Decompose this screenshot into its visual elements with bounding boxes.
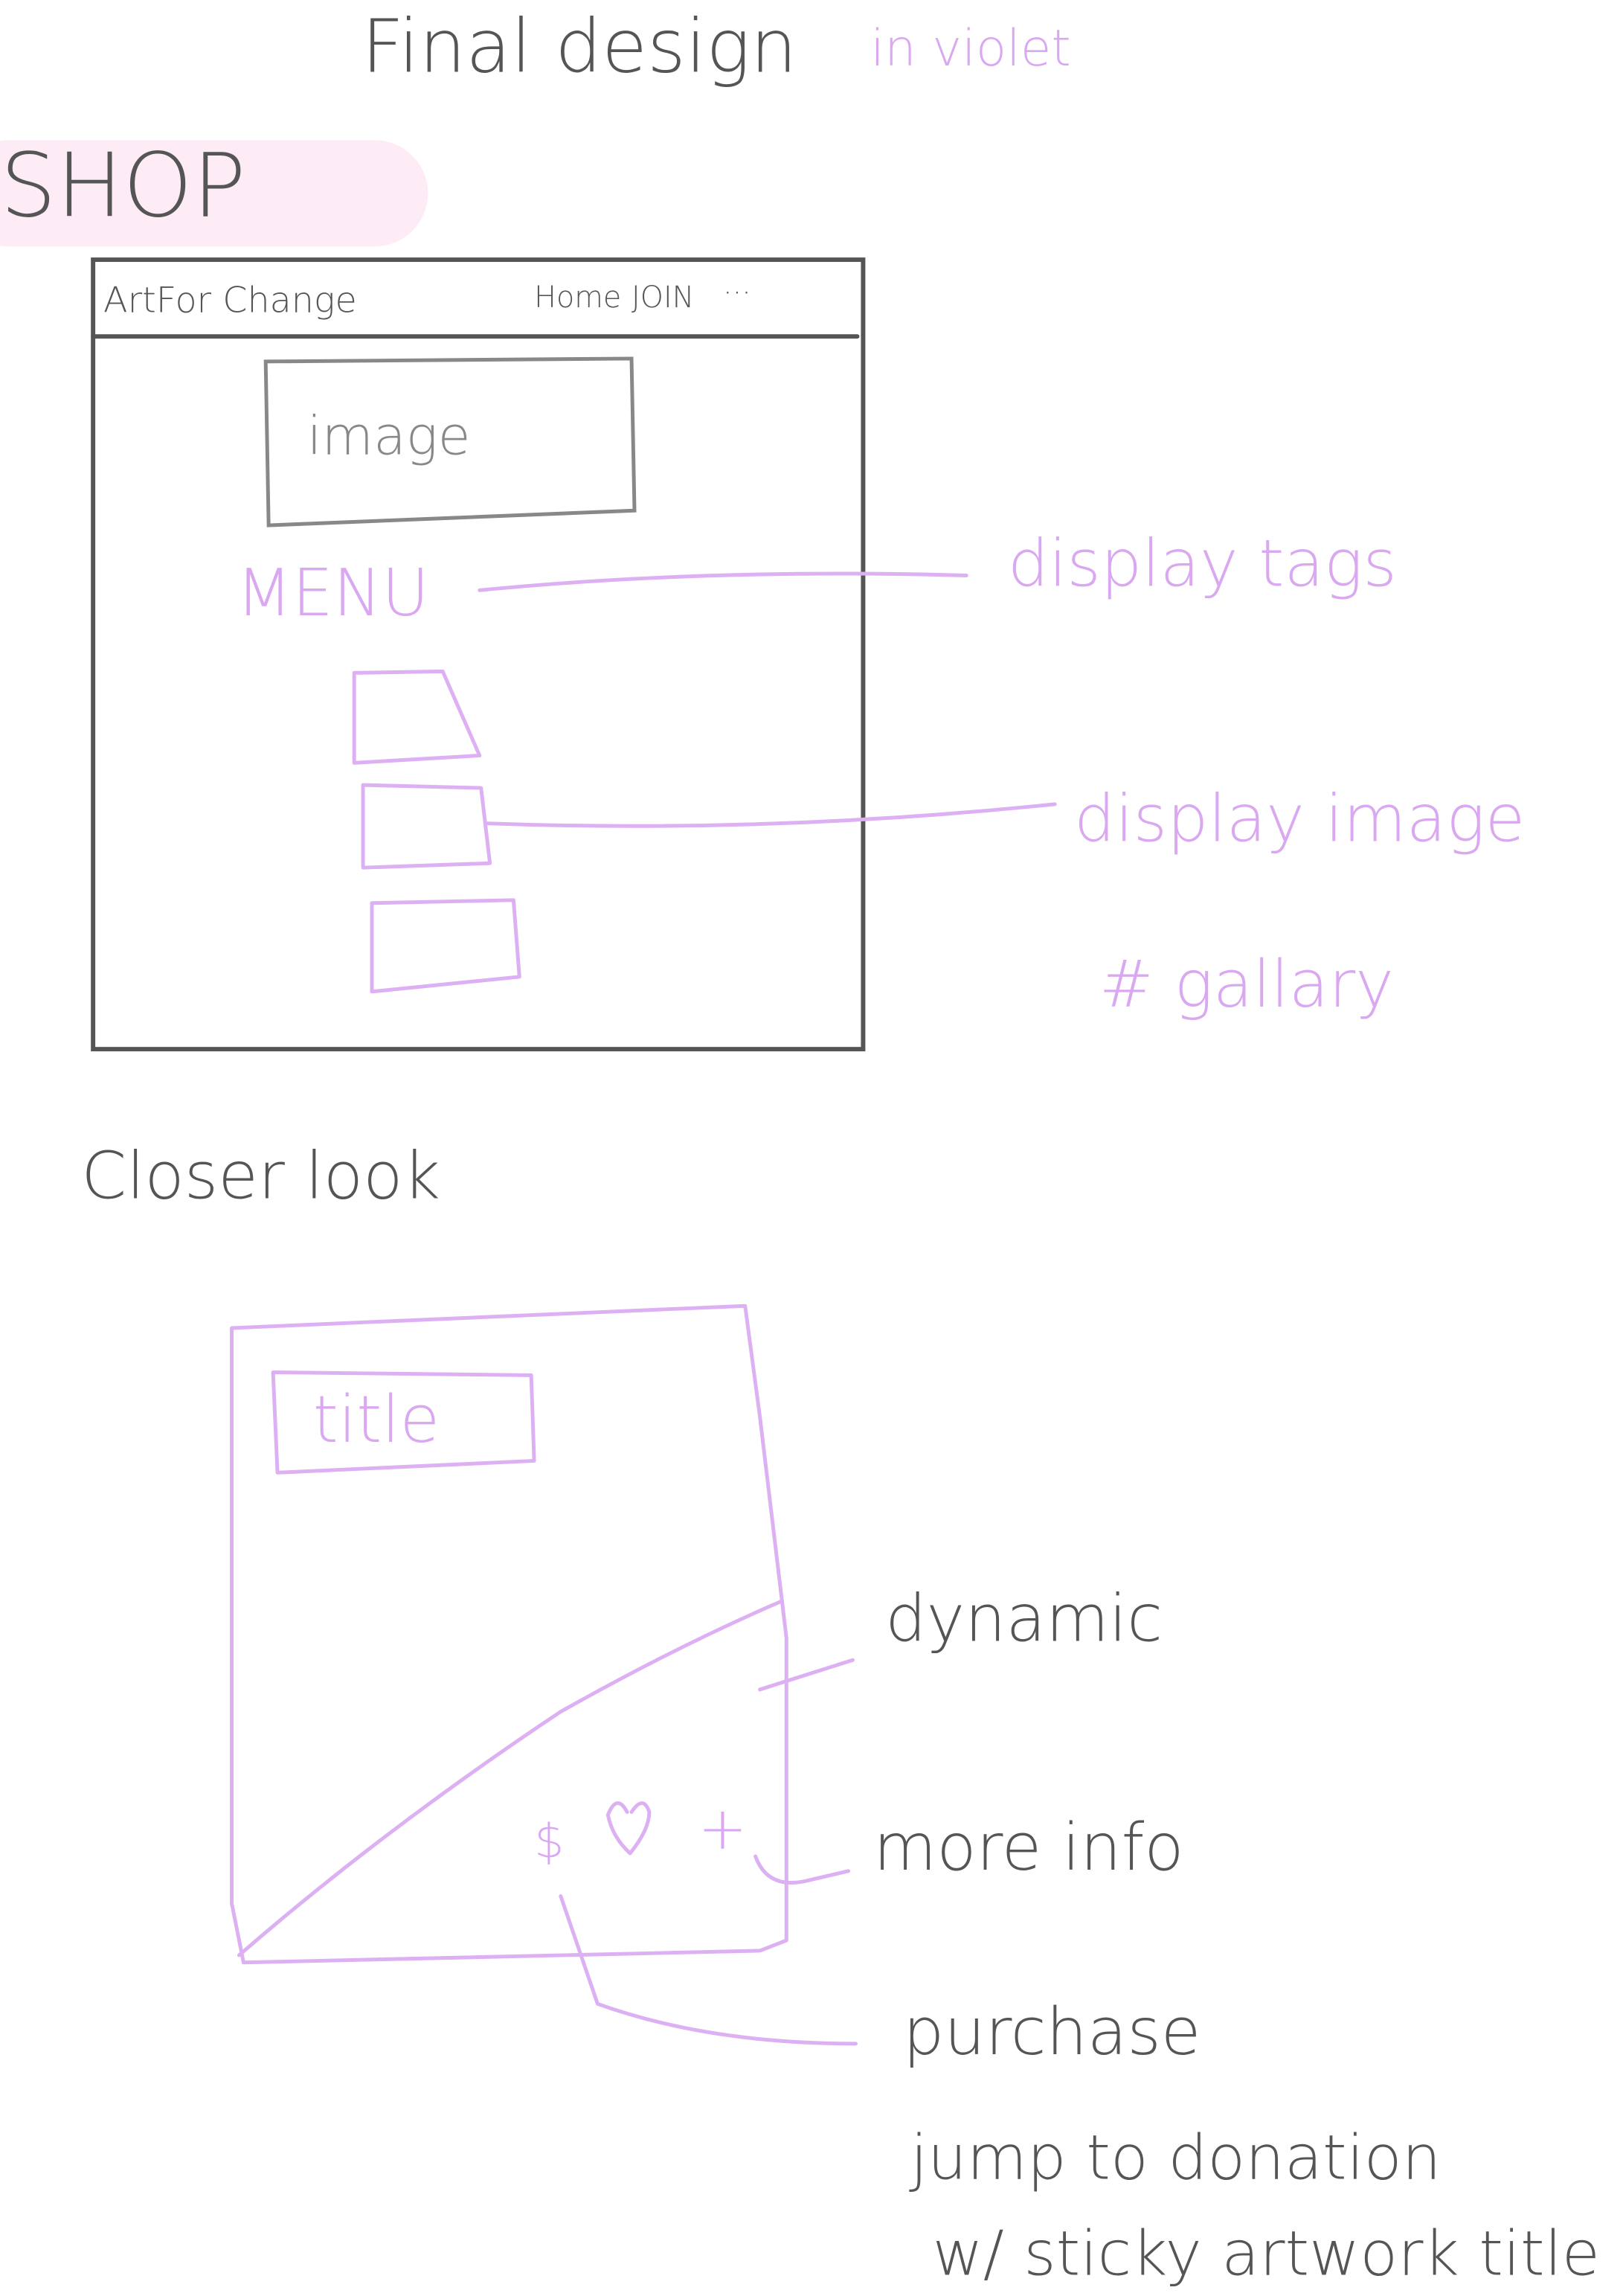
connector xyxy=(758,1658,855,1692)
note: dynamic xyxy=(885,1581,1163,1657)
note: jump to donation xyxy=(909,2122,1442,2194)
title-box xyxy=(271,1370,536,1475)
menu-label: MENU xyxy=(237,555,430,631)
card-title: title xyxy=(313,1382,440,1458)
gallery-item xyxy=(370,898,521,994)
connector xyxy=(753,1854,851,1885)
annotation: display tags xyxy=(1008,526,1397,602)
note: more info xyxy=(873,1809,1183,1885)
gallery-item xyxy=(361,783,492,870)
image-placeholder xyxy=(263,356,637,527)
browser-frame xyxy=(91,257,866,1052)
annotation: display image xyxy=(1074,781,1525,857)
icon-heart xyxy=(605,1801,652,1856)
connector xyxy=(485,802,1057,828)
section-highlight xyxy=(0,140,428,247)
icon-more: + xyxy=(698,1794,747,1863)
icon-purchase: $ xyxy=(534,1814,564,1869)
nav-item: Home xyxy=(534,280,621,315)
section-label: SHOP xyxy=(0,135,245,238)
brand: ArtFor Change xyxy=(103,280,357,321)
nav-item: JOIN xyxy=(631,280,694,315)
image-label: image xyxy=(307,405,471,467)
page-title: Final design xyxy=(361,4,797,90)
page-note: in violet xyxy=(870,19,1070,77)
note: w/ sticky artwork title xyxy=(933,2217,1600,2289)
section-heading: Closer look xyxy=(81,1138,440,1214)
connector xyxy=(478,571,968,592)
diagonal-divider xyxy=(237,1599,784,1957)
artwork-card xyxy=(230,1303,788,1965)
gallery-item xyxy=(352,669,482,765)
annotation: # gallary xyxy=(1099,946,1394,1022)
note: purchase xyxy=(903,1994,1201,2070)
connector xyxy=(559,1894,858,2046)
nav-item: ··· xyxy=(723,276,751,310)
